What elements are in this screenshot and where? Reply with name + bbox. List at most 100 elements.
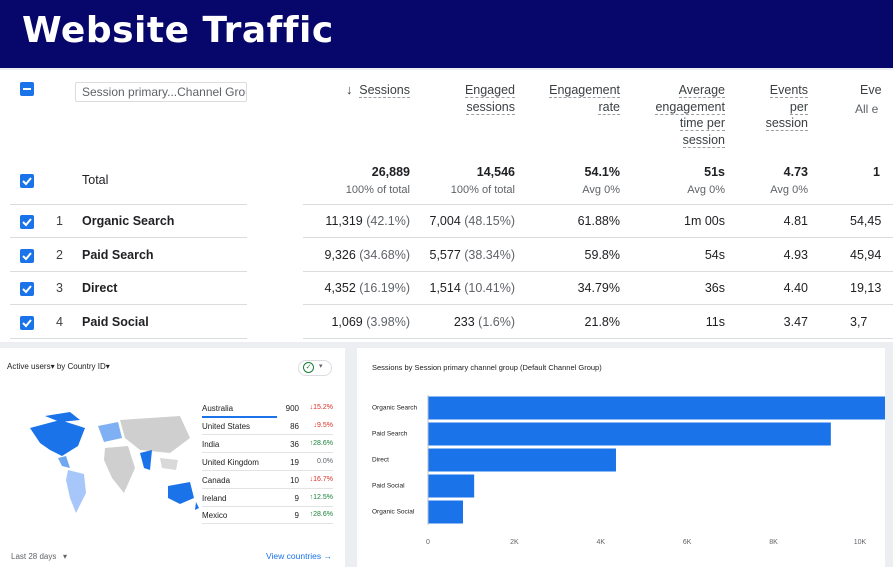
cell: 19,13 bbox=[850, 281, 881, 295]
view-link[interactable]: View countries → bbox=[266, 551, 332, 561]
cell-share: (1.6%) bbox=[478, 314, 515, 329]
y-tick-label: Paid Social bbox=[372, 483, 405, 490]
total-label: Total bbox=[82, 173, 109, 187]
country-name[interactable]: India bbox=[202, 439, 220, 449]
cell: 233 (1.6%) bbox=[454, 315, 515, 329]
bar bbox=[428, 474, 475, 498]
cell: 4.40 bbox=[784, 281, 808, 295]
cell: 4.93 bbox=[784, 248, 808, 262]
column-header-text: Average engagement time per session bbox=[655, 83, 725, 148]
cell: 61.88% bbox=[578, 214, 620, 228]
row-name[interactable]: Paid Social bbox=[82, 314, 149, 329]
country-value: 36 bbox=[290, 439, 299, 449]
column-header[interactable]: Engagement rate bbox=[548, 82, 620, 115]
row-rank: 1 bbox=[56, 214, 63, 228]
cell-value: 3.47 bbox=[783, 314, 808, 329]
cell-value: 54,45 bbox=[850, 214, 882, 228]
country-value: 9 bbox=[294, 493, 299, 503]
total-value: 1 bbox=[873, 165, 880, 179]
row-rank: 3 bbox=[56, 281, 63, 295]
cell: 59.8% bbox=[585, 248, 620, 262]
country-name[interactable]: Mexico bbox=[202, 511, 228, 521]
period: Last 28 days bbox=[11, 552, 57, 561]
column-header[interactable]: Sessions bbox=[330, 82, 410, 99]
cell: 1,514 (10.41%) bbox=[430, 281, 516, 295]
country-name[interactable]: Ireland bbox=[202, 493, 227, 503]
cell: 4.81 bbox=[784, 214, 808, 228]
column-header[interactable]: Engaged sessions bbox=[453, 82, 515, 115]
cell: 54s bbox=[705, 248, 725, 262]
metric-selector[interactable]: Active users▾ by Country ID▾ bbox=[7, 362, 110, 371]
total-value: 4.73 bbox=[783, 165, 808, 179]
country-value: 9 bbox=[294, 511, 299, 521]
cell: 1m 00s bbox=[684, 214, 725, 228]
select-all-checkbox[interactable] bbox=[20, 82, 34, 96]
cell: 34.79% bbox=[578, 281, 620, 295]
countries-card: Active users▾ by Country ID▾ ✓ ▾ Austral… bbox=[0, 348, 345, 567]
x-tick-label: 0 bbox=[426, 539, 430, 546]
total-sub: Avg 0% bbox=[687, 184, 725, 196]
dimension-search[interactable]: Session primary...Channel Grou bbox=[75, 82, 247, 102]
status-chip[interactable]: ✓ ▾ bbox=[298, 360, 332, 376]
column-header[interactable]: Eve bbox=[860, 83, 882, 97]
country-name[interactable]: United Kingdom bbox=[202, 457, 259, 467]
cell: 5,577 (38.34%) bbox=[430, 248, 516, 262]
column-header[interactable]: Average engagement time per session bbox=[645, 82, 725, 148]
x-tick-label: 4K bbox=[596, 539, 605, 546]
header-bar: Website Traffic bbox=[0, 0, 893, 68]
cell-value: 54s bbox=[704, 247, 725, 262]
cell-value: 233 bbox=[453, 314, 475, 329]
row-name[interactable]: Organic Search bbox=[82, 214, 175, 228]
country-name[interactable]: Australia bbox=[202, 404, 234, 413]
country-value: 900 bbox=[285, 404, 299, 413]
cell-value: 9,326 bbox=[324, 247, 356, 262]
y-tick-label: Direct bbox=[372, 457, 389, 464]
country-name[interactable]: United States bbox=[202, 421, 251, 431]
country-change: ↓9.5% bbox=[313, 421, 333, 429]
row-rank: 4 bbox=[56, 314, 63, 329]
x-tick-label: 10K bbox=[854, 539, 867, 546]
chart-title: Sessions by Session primary channel grou… bbox=[372, 363, 602, 372]
row-checkbox[interactable] bbox=[20, 174, 34, 188]
date-range[interactable]: Last 28 days ▾ bbox=[11, 552, 68, 561]
cell-value: 11s bbox=[705, 314, 725, 329]
chart: Sessions by Session primary channel grou… bbox=[372, 363, 885, 546]
link-text: View countries bbox=[266, 551, 322, 561]
cell-share: (16.19%) bbox=[359, 281, 410, 295]
cell-value: 1,069 bbox=[331, 314, 363, 329]
cell-value: 21.8% bbox=[584, 314, 620, 329]
row-checkbox[interactable] bbox=[20, 315, 34, 330]
bar bbox=[428, 422, 831, 446]
cell-value: 4.81 bbox=[783, 214, 808, 228]
country-name[interactable]: Canada bbox=[202, 475, 231, 485]
row-name[interactable]: Direct bbox=[82, 281, 118, 295]
country-separator bbox=[202, 451, 333, 453]
country-change: ↓15.2% bbox=[309, 404, 333, 411]
cell-value: 4.40 bbox=[783, 281, 808, 295]
row-separator bbox=[10, 304, 893, 305]
metric: Active users bbox=[7, 362, 51, 371]
cell-value: 45,94 bbox=[850, 247, 882, 262]
cell-value: 3,7 bbox=[850, 314, 868, 329]
y-tick-label: Organic Search bbox=[372, 405, 418, 412]
country-separator bbox=[202, 469, 333, 471]
cell-value: 4,352 bbox=[324, 281, 356, 295]
row-checkbox[interactable] bbox=[20, 248, 34, 263]
x-tick-label: 2K bbox=[510, 539, 519, 546]
cell: 9,326 (34.68%) bbox=[325, 248, 411, 262]
total-sub: Avg 0% bbox=[582, 184, 620, 196]
total-value: 14,546 bbox=[476, 165, 515, 179]
row-name[interactable]: Paid Search bbox=[82, 247, 154, 262]
total-sub: Avg 0% bbox=[770, 184, 808, 196]
row-separator bbox=[10, 337, 893, 339]
total-sub: 100% of total bbox=[345, 184, 410, 196]
row-checkbox[interactable] bbox=[20, 215, 34, 229]
row-checkbox[interactable] bbox=[20, 282, 34, 296]
column-header[interactable]: Events per session bbox=[758, 82, 808, 132]
country-change: ↓16.7% bbox=[309, 475, 333, 483]
column-header-text: Events per session bbox=[765, 83, 808, 131]
cell: 7,004 (48.15%) bbox=[430, 214, 516, 228]
bar bbox=[428, 396, 885, 420]
cell-share: (10.41%) bbox=[464, 281, 515, 295]
country-separator bbox=[202, 416, 277, 418]
